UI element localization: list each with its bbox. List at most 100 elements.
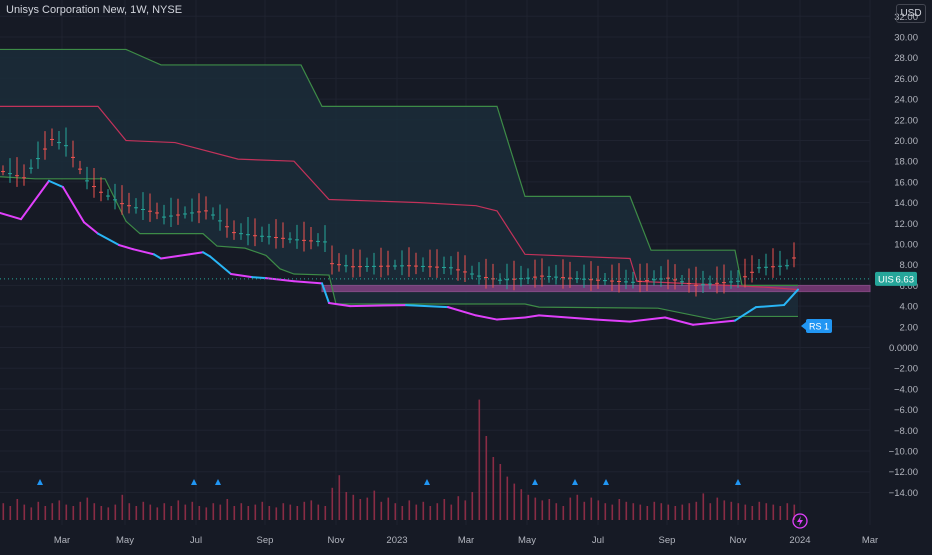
volume-bar bbox=[324, 506, 327, 520]
volume-bar bbox=[681, 504, 684, 520]
volume-bar bbox=[303, 501, 306, 520]
volume-bar bbox=[660, 503, 663, 520]
lower-band-line bbox=[0, 176, 798, 321]
rs-line-segment bbox=[664, 316, 694, 326]
volume-bar bbox=[471, 492, 474, 520]
volume-bar bbox=[128, 503, 131, 520]
volume-bar bbox=[317, 504, 320, 520]
volume-bar bbox=[121, 494, 124, 520]
volume-bar bbox=[373, 490, 376, 520]
volume-bar bbox=[142, 501, 145, 520]
x-axis-tick-label: Mar bbox=[54, 535, 70, 546]
volume-bar bbox=[359, 499, 362, 520]
volume-bar bbox=[58, 500, 61, 520]
rs-line-segment bbox=[265, 277, 295, 283]
volume-bar bbox=[779, 506, 782, 520]
signal-marker-triangle bbox=[424, 479, 430, 485]
volume-bar bbox=[793, 504, 796, 520]
volume-bar bbox=[261, 501, 264, 520]
volume-bar bbox=[478, 399, 481, 520]
x-axis-tick-label: 2023 bbox=[386, 535, 407, 546]
volume-bar bbox=[646, 506, 649, 520]
rs-line-segment bbox=[83, 221, 99, 235]
y-axis-tick-label: 10.00 bbox=[894, 240, 918, 251]
y-axis-tick-label: 26.00 bbox=[894, 74, 918, 85]
volume-bar bbox=[401, 506, 404, 520]
volume-bar bbox=[492, 457, 495, 520]
volume-bar bbox=[366, 497, 369, 520]
y-axis-tick-label: 12.00 bbox=[894, 219, 918, 230]
x-axis-tick-label: 2024 bbox=[789, 535, 810, 546]
volume-bar bbox=[79, 501, 82, 520]
volume-bar bbox=[548, 499, 551, 520]
volume-bar bbox=[240, 503, 243, 520]
volume-bar bbox=[653, 501, 656, 520]
volume-bar bbox=[520, 489, 523, 520]
volume-bar bbox=[212, 503, 215, 520]
volume-bar bbox=[163, 503, 166, 520]
y-axis-tick-label: 20.00 bbox=[894, 136, 918, 147]
volume-bar bbox=[2, 503, 5, 520]
y-axis-tick-label: 16.00 bbox=[894, 177, 918, 188]
rs-line-segment bbox=[349, 304, 407, 308]
currency-button[interactable]: USD bbox=[896, 4, 926, 23]
rs-line-segment bbox=[734, 306, 757, 322]
y-axis-tick-label: 28.00 bbox=[894, 53, 918, 64]
signal-marker-triangle bbox=[215, 479, 221, 485]
volume-bar bbox=[331, 487, 334, 520]
y-axis-tick-label: −6.00 bbox=[894, 405, 918, 416]
volume-bar bbox=[758, 501, 761, 520]
volume-bar bbox=[177, 500, 180, 520]
volume-bar bbox=[247, 506, 250, 520]
volume-bar bbox=[275, 507, 278, 520]
volume-bar bbox=[387, 497, 390, 520]
volume-bar bbox=[499, 464, 502, 520]
volume-bar bbox=[772, 504, 775, 520]
y-axis-tick-label: −10.00 bbox=[889, 447, 918, 458]
rs-line-segment bbox=[230, 273, 253, 279]
y-axis-tick-label: −8.00 bbox=[894, 426, 918, 437]
signal-marker-triangle bbox=[532, 479, 538, 485]
rs-line-segment bbox=[328, 301, 351, 308]
x-axis-tick-label: Nov bbox=[730, 535, 747, 546]
rs-line-segment bbox=[783, 288, 799, 307]
volume-bar bbox=[345, 492, 348, 520]
rs-line-segment bbox=[0, 211, 22, 221]
rs-line-segment bbox=[251, 276, 267, 280]
volume-bar bbox=[583, 501, 586, 520]
lightning-icon[interactable] bbox=[792, 513, 808, 529]
y-axis-tick-label: 6.00 bbox=[900, 281, 919, 292]
rs-line-segment bbox=[524, 314, 540, 319]
rs-line-segment bbox=[405, 304, 449, 309]
y-axis-tick-label: −14.00 bbox=[889, 488, 918, 499]
volume-bar bbox=[723, 500, 726, 520]
x-axis-tick-label: Sep bbox=[659, 535, 676, 546]
volume-bar bbox=[765, 503, 768, 520]
y-axis-tick-label: 4.00 bbox=[900, 302, 919, 313]
rs-line-segment bbox=[293, 280, 323, 285]
x-axis-tick-label: May bbox=[518, 535, 536, 546]
volume-bar bbox=[667, 504, 670, 520]
volume-bar bbox=[786, 503, 789, 520]
volume-bar bbox=[44, 506, 47, 520]
volume-bar bbox=[394, 503, 397, 520]
volume-bar bbox=[590, 497, 593, 520]
volume-bar bbox=[443, 499, 446, 520]
volume-bar bbox=[485, 436, 488, 520]
volume-bar bbox=[184, 504, 187, 520]
volume-bar bbox=[632, 503, 635, 520]
rs-line-segment bbox=[496, 316, 526, 321]
volume-bar bbox=[618, 499, 621, 520]
volume-bar bbox=[198, 506, 201, 520]
volume-bar bbox=[16, 499, 19, 520]
y-axis-tick-label: −2.00 bbox=[894, 364, 918, 375]
volume-bar bbox=[23, 504, 26, 520]
volume-bar bbox=[296, 506, 299, 520]
rs-line-segment bbox=[62, 186, 85, 224]
rs-line-segment bbox=[118, 244, 134, 251]
rs-line-segment bbox=[202, 251, 211, 258]
price-tag bbox=[875, 271, 917, 286]
rs-label: RS 1 bbox=[809, 322, 829, 332]
